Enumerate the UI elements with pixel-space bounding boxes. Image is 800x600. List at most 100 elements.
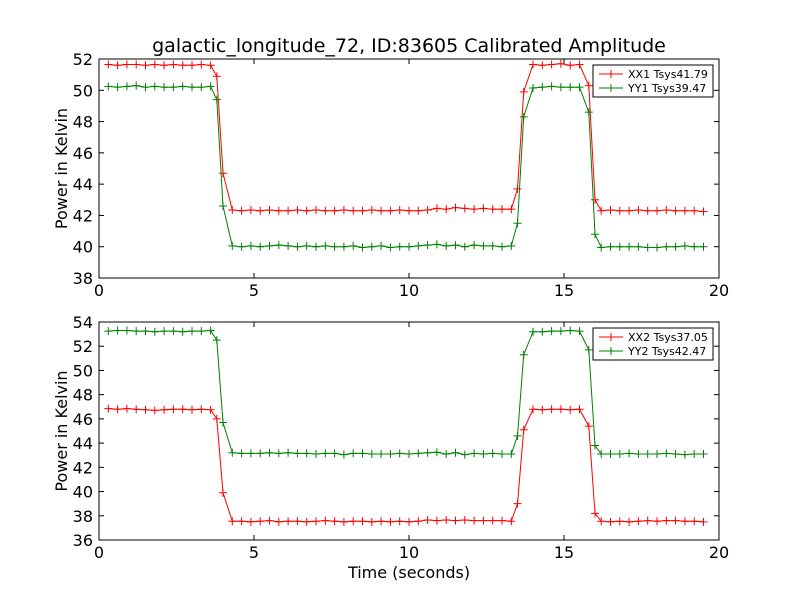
data-point (274, 517, 283, 526)
data-point (312, 450, 320, 459)
data-point (414, 449, 423, 458)
data-point (212, 72, 221, 81)
data-point (575, 60, 584, 69)
data-point (339, 450, 348, 459)
data-point (547, 82, 556, 91)
top-chart: 0 5 10 15 20 38 40 42 44 46 48 50 52 galactic_longitu… (52, 35, 729, 300)
chart-title: galactic_longitude_72, ID:83605 Calibrat… (152, 35, 666, 57)
data-point (423, 516, 432, 525)
data-point (358, 206, 367, 215)
data-point (219, 418, 227, 427)
data-point (643, 206, 652, 215)
y-tick-label: 52 (73, 50, 93, 69)
data-point (460, 516, 469, 525)
x-tick-label: 10 (399, 543, 419, 562)
data-point (188, 405, 196, 414)
data-point (680, 450, 689, 459)
data-point (405, 450, 413, 459)
data-point (680, 206, 689, 215)
y-tick-label: 50 (73, 81, 93, 100)
data-point (606, 450, 615, 459)
data-point (519, 87, 528, 96)
data-point (442, 241, 451, 250)
x-tick-label: 0 (94, 543, 104, 562)
data-point (699, 242, 708, 251)
data-point (662, 449, 671, 458)
data-point (606, 517, 615, 526)
data-point (432, 516, 441, 525)
data-point (507, 205, 516, 214)
legend-box (592, 64, 714, 98)
data-point (488, 449, 497, 458)
data-point (529, 83, 537, 92)
data-point (321, 516, 330, 525)
data-point (358, 243, 367, 252)
data-point (405, 242, 413, 251)
data-point (615, 450, 624, 459)
x-tick-label: 15 (554, 281, 574, 300)
y-tick-label: 46 (73, 144, 93, 163)
plot-frame (98, 321, 720, 541)
data-point (256, 449, 265, 458)
data-point (377, 517, 386, 526)
data-point (680, 517, 689, 526)
data-point (643, 516, 652, 525)
data-point (479, 450, 488, 459)
data-point (160, 405, 169, 414)
data-point (122, 60, 131, 69)
data-point (206, 82, 215, 91)
data-point (625, 449, 634, 458)
data-point (219, 202, 227, 211)
data-point (507, 517, 516, 526)
y-tick-label: 46 (73, 410, 93, 429)
data-point (671, 450, 680, 459)
data-point (643, 450, 652, 459)
data-point (256, 206, 265, 215)
data-point (513, 431, 522, 440)
data-point (206, 326, 215, 335)
legend-label: XX1 Tsys41.79 (628, 68, 708, 81)
data-point (606, 205, 615, 214)
data-point (122, 404, 131, 413)
legend-swatch-marker (607, 70, 615, 78)
data-point (556, 327, 565, 336)
data-point (256, 242, 265, 251)
x-tick-label: 20 (709, 543, 729, 562)
data-point (414, 241, 423, 250)
data-point (584, 422, 593, 431)
x-tick-label: 5 (249, 281, 259, 300)
data-point (358, 517, 367, 526)
data-point (169, 83, 178, 92)
data-point (451, 203, 460, 212)
data-point (321, 241, 330, 250)
data-point (237, 449, 246, 458)
data-point (386, 243, 395, 252)
y-tick-label: 40 (73, 238, 93, 257)
data-point (339, 517, 348, 526)
data-point (423, 241, 432, 250)
data-point (423, 448, 432, 457)
data-point (547, 405, 556, 414)
data-point (414, 517, 423, 526)
data-point (339, 205, 348, 214)
data-point (488, 241, 497, 250)
data-point (690, 517, 699, 526)
data-point (671, 516, 680, 525)
data-point (104, 60, 113, 69)
data-point (513, 184, 522, 193)
data-point (432, 448, 441, 457)
data-point (488, 516, 497, 525)
data-point (367, 450, 376, 459)
data-point (507, 241, 516, 250)
data-point (566, 326, 575, 335)
data-point (197, 327, 206, 336)
data-point (584, 345, 593, 354)
data-point (228, 448, 237, 457)
data-point (479, 516, 488, 525)
data-point (377, 450, 386, 459)
data-point (284, 517, 293, 526)
data-point (274, 206, 283, 215)
data-point (237, 517, 246, 526)
data-point (150, 60, 159, 69)
data-point (470, 516, 479, 525)
